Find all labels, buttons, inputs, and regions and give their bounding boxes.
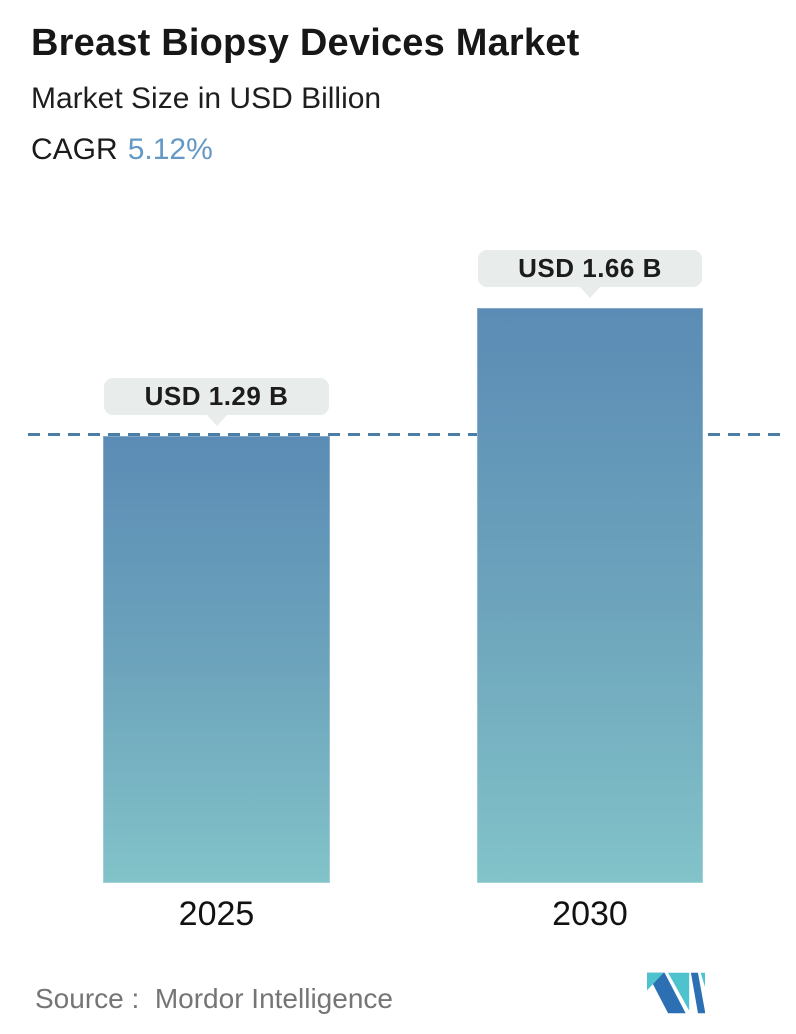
axis-label-2030: 2030 [552,895,628,933]
axis-label-2025: 2025 [178,895,255,933]
value-label-2025: USD 1.29 B [144,381,289,411]
baseline-dashed-line [28,433,780,436]
bar-2025 [103,436,330,883]
mordor-intelligence-logo [647,972,705,1014]
value-callout-2030: USD 1.66 B [478,250,702,298]
value-label-2030: USD 1.66 B [518,253,662,283]
cagr-value: 5.12% [127,133,213,166]
source-text: Source : Mordor Intelligence [35,983,393,1014]
page-title: Breast Biopsy Devices Market [31,22,580,64]
chart-subtitle: Market Size in USD Billion [31,82,382,115]
cagr-line: CAGR 5.12% [31,133,213,167]
bar-group-2025: USD 1.29 B 2025 [103,378,330,933]
bar-group-2030: USD 1.66 B 2030 [477,250,703,933]
bar-2030 [477,308,703,883]
cagr-label: CAGR [31,133,118,166]
value-callout-2025: USD 1.29 B [104,378,329,426]
